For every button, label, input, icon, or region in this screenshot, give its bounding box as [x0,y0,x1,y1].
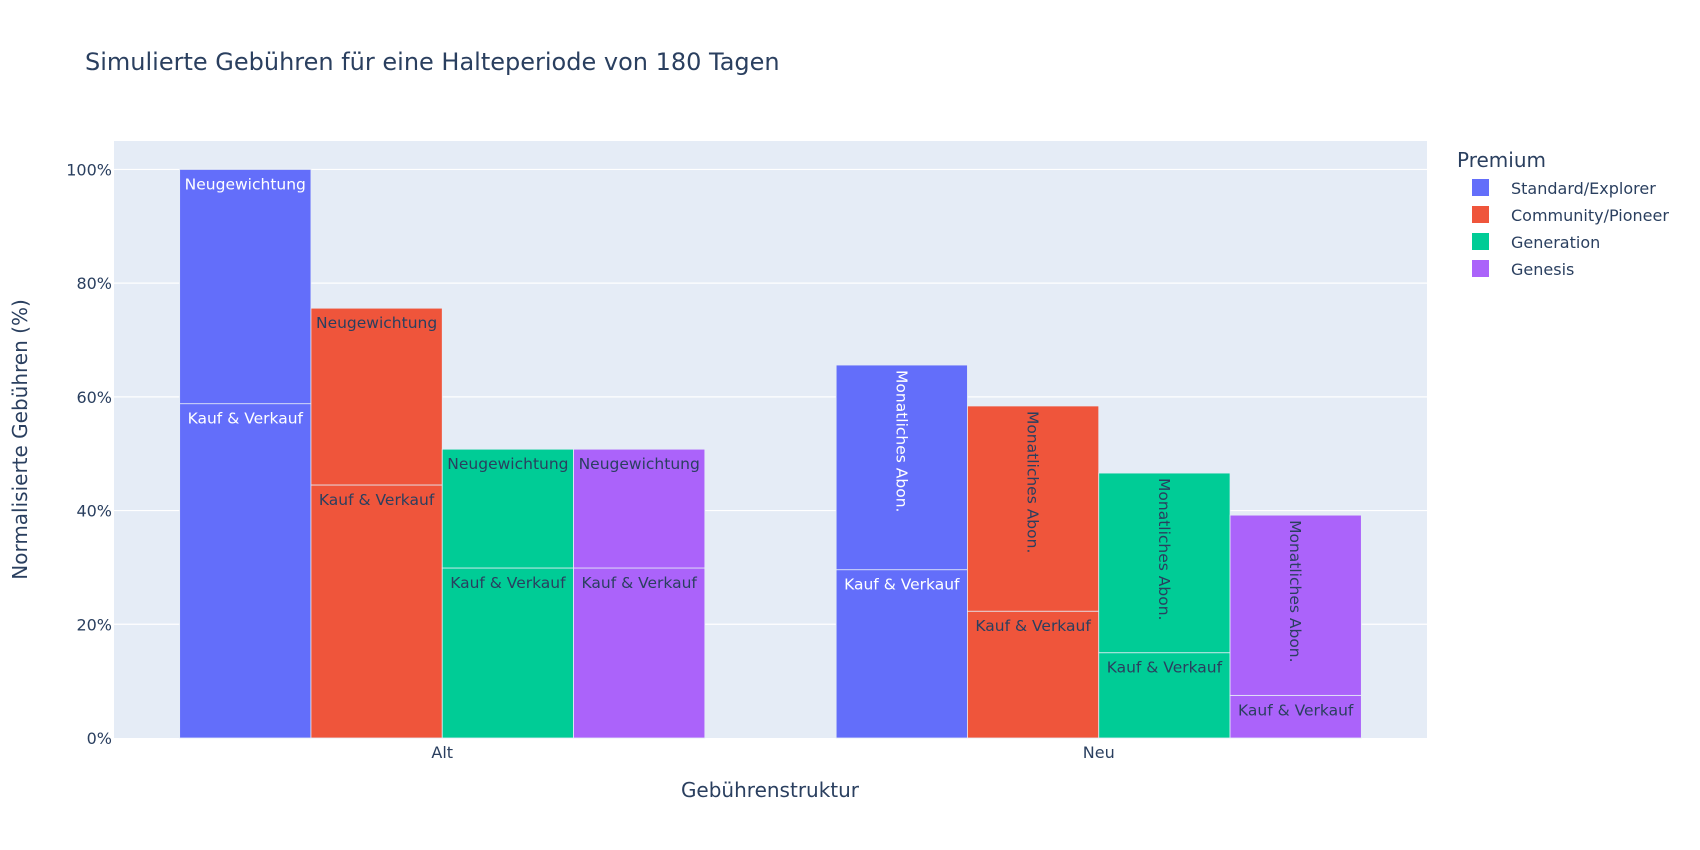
bar-genesis-neu-kauf-verkauf [1229,694,1362,739]
bar-genesis-neu-monatliches-abon [1229,514,1362,696]
bar-community-pioneer-neu-kauf-verkauf [967,610,1100,739]
bar-label: Kauf & Verkauf [844,576,960,594]
legend-item-generation: Generation [1511,233,1600,252]
bar-genesis-alt-kauf-verkauf [573,567,706,739]
bar-label: Monatliches Abon. [1286,520,1304,662]
legend-title: Premium [1457,148,1546,172]
bar-standard-explorer-alt-kauf-verkauf [179,403,312,739]
bar-label: Kauf & Verkauf [450,574,566,592]
bar-label: Monatliches Abon. [892,370,910,512]
bar-community-pioneer-alt-neugewichtung [310,307,443,486]
legend-swatch-genesis [1472,260,1489,277]
y-axis-title: Normalisierte Gebühren (%) [8,299,32,580]
bar-label: Neugewichtung [579,455,700,473]
bar-label: Monatliches Abon. [1155,478,1173,620]
bar-label: Neugewichtung [185,175,306,193]
legend-item-standard-explorer: Standard/Explorer [1511,179,1656,198]
x-tick-label: Alt [431,743,453,762]
y-tick-label: 60% [76,388,112,407]
bar-label: Kauf & Verkauf [188,410,304,428]
y-tick-label: 100% [66,160,112,179]
bar-label: Neugewichtung [447,455,568,473]
x-axis-title: Gebührenstruktur [681,778,860,802]
y-tick-label: 80% [76,274,112,293]
bar-community-pioneer-alt-kauf-verkauf [310,484,443,739]
bar-label: Kauf & Verkauf [1107,659,1223,677]
bar-label: Kauf & Verkauf [975,617,1091,635]
legend-item-genesis: Genesis [1511,260,1574,279]
bar-generation-neu-monatliches-abon [1098,472,1231,654]
bar-generation-alt-neugewichtung [441,448,574,569]
y-tick-label: 0% [87,729,112,748]
bar-community-pioneer-neu-monatliches-abon [967,405,1100,612]
bar-standard-explorer-neu-kauf-verkauf [835,569,968,739]
chart-title: Simulierte Gebühren für eine Halteperiod… [85,48,780,76]
bar-genesis-alt-neugewichtung [573,448,706,569]
y-axis: 0% 20% 40% 60% 80% 100% [66,160,112,748]
legend: Premium Standard/Explorer Community/Pione… [1457,148,1669,279]
bars [179,169,1362,739]
bar-generation-neu-kauf-verkauf [1098,652,1231,739]
x-tick-label: Neu [1083,743,1115,762]
y-tick-label: 20% [76,615,112,634]
bar-label: Kauf & Verkauf [581,574,697,592]
bar-label: Kauf & Verkauf [1238,701,1354,719]
legend-swatch-generation [1472,233,1489,250]
bar-standard-explorer-alt-neugewichtung [179,169,312,405]
bar-label: Kauf & Verkauf [319,491,435,509]
legend-swatch-community-pioneer [1472,206,1489,223]
x-axis: Alt Neu [431,743,1114,762]
legend-item-community-pioneer: Community/Pioneer [1511,206,1669,225]
bar-labels: Kauf & Verkauf Neugewichtung Kauf & Verkau… [185,175,1354,719]
y-tick-label: 40% [76,502,112,521]
bar-label: Neugewichtung [316,314,437,332]
legend-swatch-standard-explorer [1472,179,1489,196]
bar-generation-alt-kauf-verkauf [441,567,574,739]
bar-label: Monatliches Abon. [1024,411,1042,553]
